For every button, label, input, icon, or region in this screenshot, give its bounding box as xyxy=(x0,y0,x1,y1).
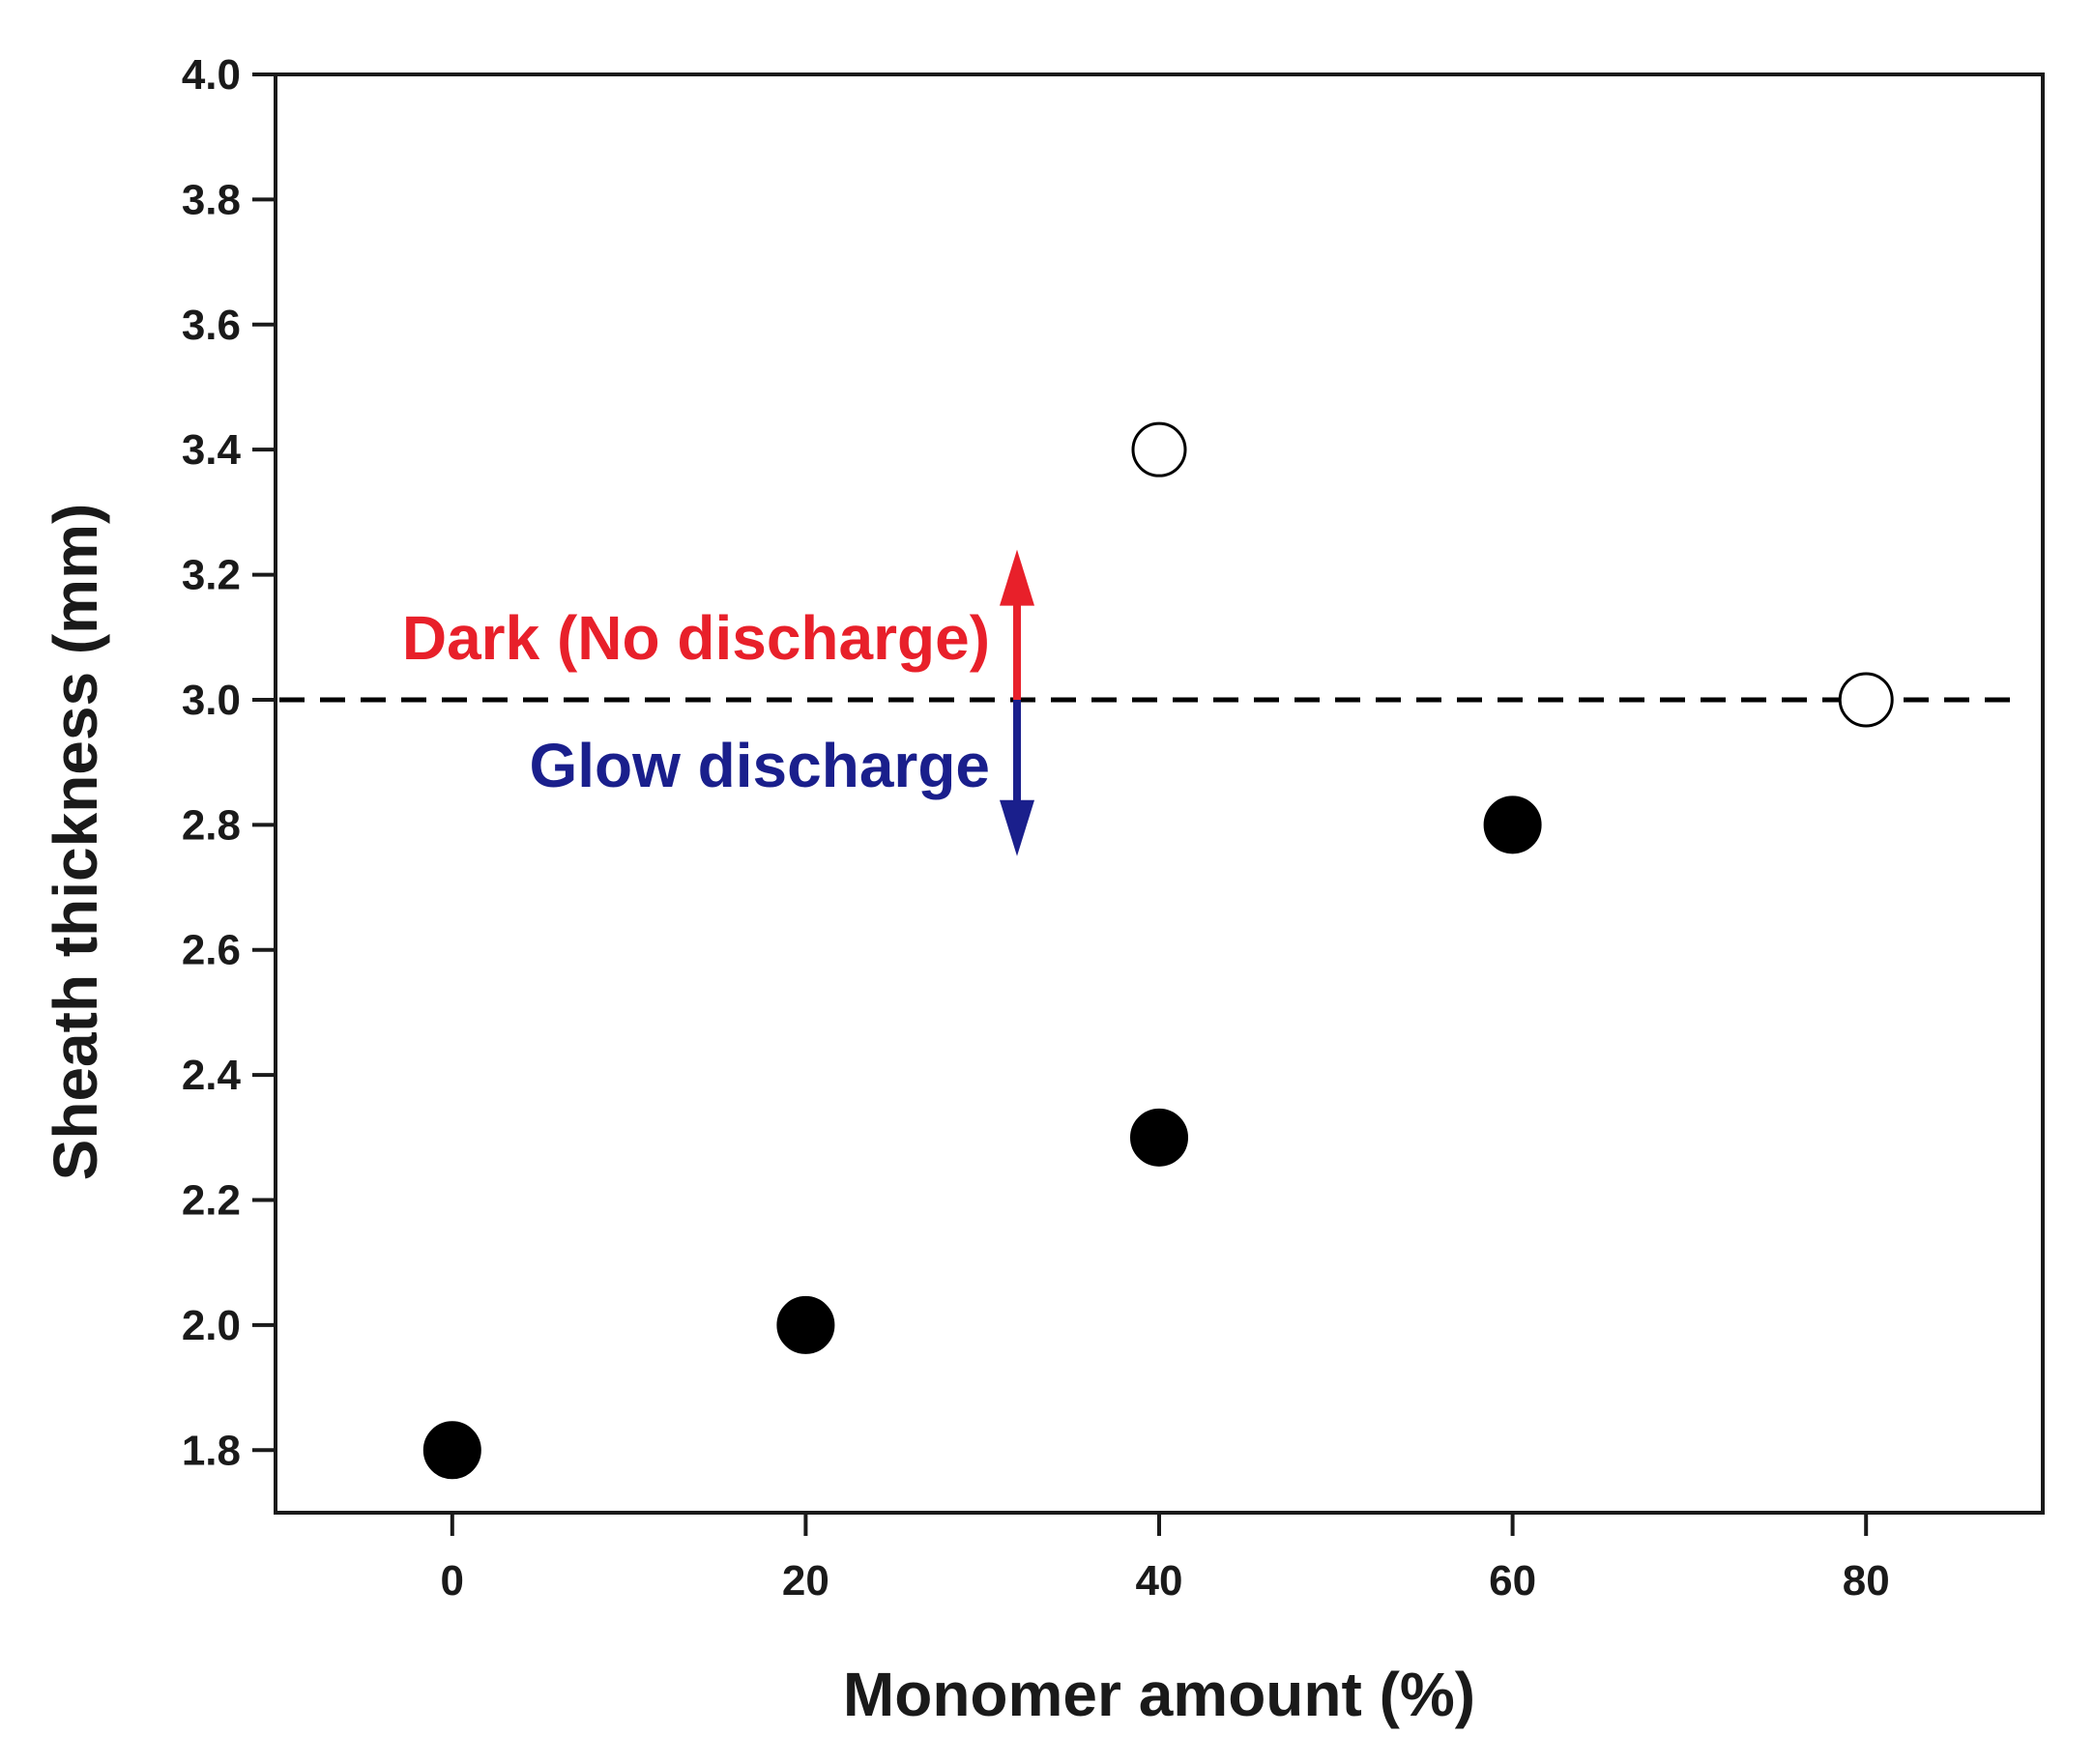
data-points xyxy=(422,421,1894,1480)
x-axis-title: Monomer amount (%) xyxy=(843,1660,1475,1729)
x-tick-label: 40 xyxy=(1136,1557,1183,1605)
filled-data-point xyxy=(776,1295,835,1354)
filled-data-point xyxy=(422,1421,481,1480)
y-tick-label: 2.8 xyxy=(182,801,241,849)
open-data-point xyxy=(1838,672,1894,728)
y-tick-label: 3.8 xyxy=(182,176,241,223)
plot-frame xyxy=(274,72,2045,1515)
down-arrow-icon xyxy=(1000,799,1034,856)
y-tick-label: 2.0 xyxy=(182,1302,241,1349)
dark-annotation-label: Dark (No discharge) xyxy=(402,603,990,673)
glow-annotation-label: Glow discharge xyxy=(529,731,990,800)
y-tick-label: 2.6 xyxy=(182,927,241,974)
up-arrow-icon xyxy=(1000,549,1034,606)
y-tick-label: 3.6 xyxy=(182,302,241,349)
y-tick-label: 1.8 xyxy=(182,1427,241,1474)
filled-data-point xyxy=(1483,795,1542,854)
open-data-point xyxy=(1131,421,1187,477)
y-tick-label: 3.4 xyxy=(182,426,242,474)
x-tick-label: 20 xyxy=(782,1557,829,1605)
x-tick-label: 0 xyxy=(441,1557,464,1605)
y-tick-label: 2.4 xyxy=(182,1052,242,1099)
x-tick-label: 80 xyxy=(1843,1557,1890,1605)
y-tick-label: 3.0 xyxy=(182,677,241,724)
x-tick-label: 60 xyxy=(1489,1557,1536,1605)
y-tick-label: 2.2 xyxy=(182,1177,241,1225)
y-axis-title: Sheath thickness (mm) xyxy=(41,504,110,1181)
y-tick-label: 3.2 xyxy=(182,552,241,599)
y-tick-label: 4.0 xyxy=(182,51,241,99)
filled-data-point xyxy=(1130,1108,1188,1167)
annotation-arrows xyxy=(1000,549,1034,856)
ticks-layer: 1.8 2.0 2.2 2.4 2.6 2.8 3.0 3.2 3.4 3.6 3.8 4.0 0 20 4… xyxy=(182,51,1890,1605)
